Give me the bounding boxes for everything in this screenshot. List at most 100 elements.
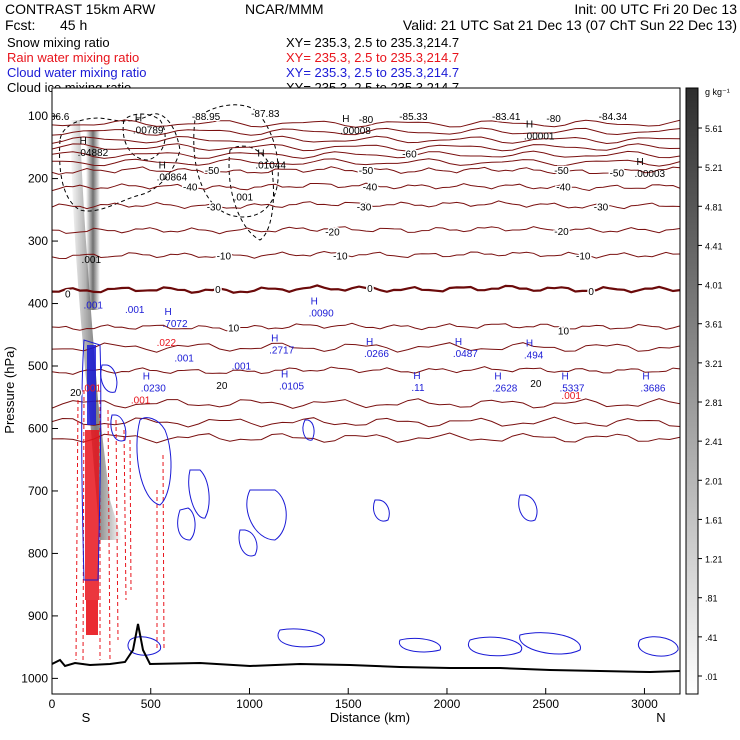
y-tick-label: 800 [28, 546, 48, 560]
contour-label: -87.83 [251, 109, 280, 120]
contour-label: -30 [357, 203, 372, 214]
x-right-end-label: N [656, 710, 665, 725]
extremum-mark: H [342, 114, 349, 125]
legend-rain-label: Rain water mixing ratio [7, 50, 139, 65]
extremum-value: .494 [524, 350, 544, 361]
extremum-value: .11 [411, 383, 425, 394]
x-axis: 0 500 1000 1500 2000 2500 3000 [49, 688, 658, 711]
valid-time: Valid: 21 UTC Sat 21 Dec 13 (07 ChT Sun … [403, 17, 737, 33]
y-axis: 100 200 300 400 500 600 700 800 900 1000 [21, 109, 58, 685]
extremum-value: .001 [131, 395, 151, 406]
legend-rain-xy: XY= 235.3, 2.5 to 235.3,214.7 [286, 50, 459, 65]
legend-snow-xy: XY= 235.3, 2.5 to 235.3,214.7 [286, 35, 459, 50]
x-tick-label: 500 [141, 697, 161, 711]
extremum-value: .2628 [492, 384, 517, 395]
extremum-value: .001 [82, 384, 102, 395]
cloud-water-low-6 [637, 636, 679, 657]
extremum-mark: H [165, 307, 172, 318]
contour-label: -20 [554, 227, 569, 238]
temperature-contour-upper [52, 143, 680, 152]
extremum-value: .00008 [340, 126, 371, 137]
extremum-value: .001 [125, 305, 145, 316]
temperature-contour-upper [52, 119, 680, 128]
contour-label: -50 [610, 168, 625, 179]
cloud-water-blob-6 [302, 419, 315, 441]
extremum-mark: H [366, 337, 373, 348]
rain-contour-5 [115, 419, 119, 641]
extremum-value: .00864 [157, 172, 188, 183]
temperature-contour-upper [52, 127, 680, 136]
colorbar-label: 2.41 [705, 437, 723, 447]
contour-label: 10 [558, 326, 570, 337]
snow-shading-core [86, 130, 100, 310]
temperature-contour-lower [52, 432, 680, 444]
extremum-mark: H [526, 120, 533, 131]
y-tick-label: 400 [28, 297, 48, 311]
contour-label: 0 [65, 290, 71, 301]
rain-contour-6 [123, 429, 127, 601]
contour-label: -50 [205, 166, 220, 177]
colorbar-label: 3.21 [705, 359, 723, 369]
extremum-mark: H [80, 136, 87, 147]
forecast-hours: 45 h [60, 17, 87, 33]
cloud-water-blob-2 [188, 469, 210, 519]
contour-label: -40 [183, 183, 198, 194]
temperature-contour [52, 226, 680, 235]
temperature-contour [52, 166, 680, 175]
x-axis-title: Distance (km) [330, 710, 410, 725]
extremum-mark: H [257, 148, 264, 159]
rain-core [85, 430, 99, 635]
contour-label: -20 [325, 228, 340, 239]
y-tick-label: 200 [28, 172, 48, 186]
contour-label: 0 [367, 284, 373, 295]
cloud-water-blob-10 [110, 414, 127, 442]
contour-label: -84.34 [599, 112, 628, 123]
rain-contour-9 [162, 454, 165, 651]
x-tick-label: 2000 [434, 697, 461, 711]
init-time: Init: 00 UTC Fri 20 Dec 13 [574, 1, 737, 17]
y-tick-label: 600 [28, 421, 48, 435]
extremum-value: .001 [232, 362, 252, 373]
y-tick-label: 700 [28, 484, 48, 498]
temperature-contour [52, 250, 680, 260]
extremum-value: .0487 [453, 349, 478, 360]
y-tick-label: 1000 [21, 671, 48, 685]
temperature-contour [52, 366, 680, 375]
extremum-mark: H [143, 372, 150, 383]
temperature-contour [52, 182, 680, 192]
cloud-ice-contour-3 [228, 145, 274, 241]
plot-content: -86.6 -88.95 -87.83 -85.33 -83.41 -84.34 -80 -8… [47, 104, 680, 674]
extremum-mark: H [135, 113, 142, 124]
cloud-water-core-fill [87, 345, 96, 425]
contour-label: -80 [359, 115, 374, 126]
forecast-label: Fcst: [5, 17, 35, 33]
colorbar-label: 5.21 [705, 163, 723, 173]
contour-label: -30 [594, 203, 609, 214]
rain-core-block-1 [85, 430, 99, 600]
cloud-water-blob-3 [177, 507, 196, 541]
cloud-ice-contour-4 [122, 113, 166, 161]
extremum-value: .01044 [255, 160, 286, 171]
contour-label: -88.95 [192, 112, 221, 123]
rain-mixing-ratio-contours [75, 389, 165, 666]
extremum-mark: H [413, 371, 420, 382]
temperature-contour [52, 284, 680, 294]
contour-label: -10 [576, 251, 591, 262]
cloud-water-blob-8 [518, 494, 538, 522]
temperature-contour [52, 200, 680, 210]
plot-frame [51, 87, 681, 695]
contour-label: -40 [363, 183, 378, 194]
extremum-value: .022 [157, 338, 177, 349]
extremum-value: .00003 [635, 169, 666, 180]
colorbar-label: 3.61 [705, 320, 723, 330]
extremum-value: .001 [234, 192, 254, 203]
contour-label: -86.6 [47, 112, 70, 123]
cloud-water-low-2 [277, 628, 325, 648]
colorbar-label: 2.01 [705, 476, 723, 486]
terrain-line [52, 623, 680, 674]
contour-label: 10 [228, 323, 240, 334]
temperature-contour-lower [52, 416, 680, 428]
center-title: NCAR/MMM [245, 1, 324, 17]
extremum-mark: H [311, 297, 318, 308]
contour-label: 20 [216, 381, 228, 392]
